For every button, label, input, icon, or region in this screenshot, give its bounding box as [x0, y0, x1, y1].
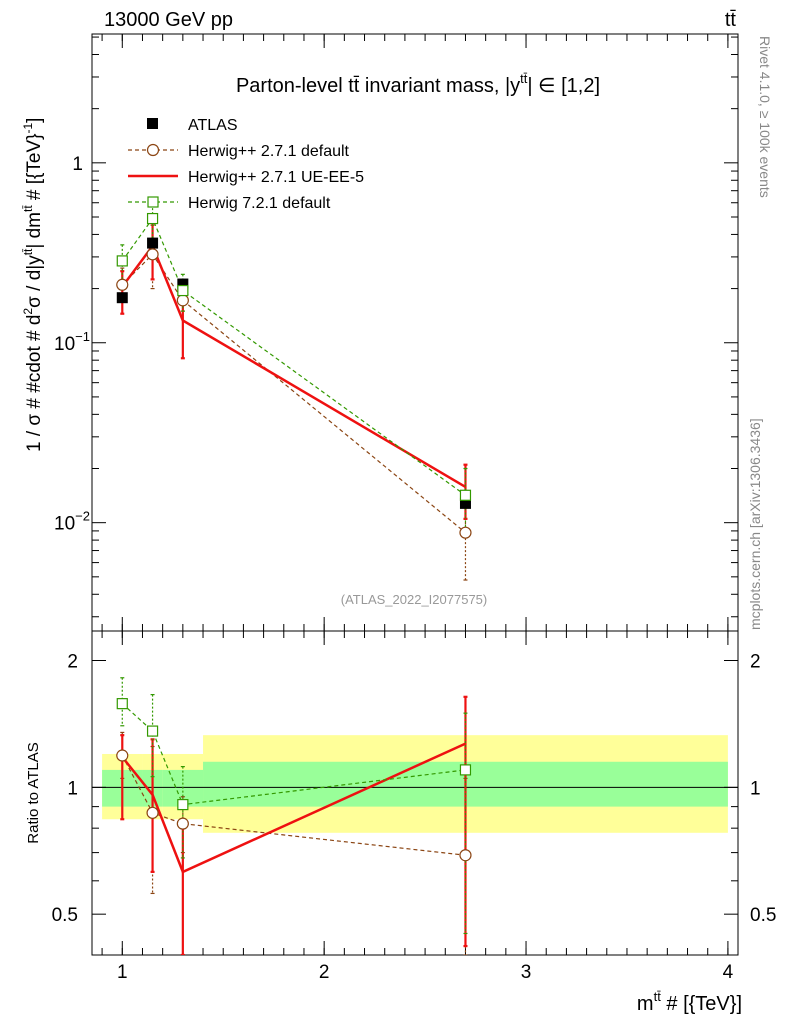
atlas-data-point-2 [177, 278, 189, 290]
legend-label-herwig7-default: Herwig 7.2.1 default [188, 195, 331, 212]
atlas-data-point-1 [147, 237, 159, 249]
source-label: mcplots.cern.ch [arXiv:1306.3436] [747, 418, 763, 630]
atlas-data-point-3 [459, 497, 471, 509]
series-0-main-marker-3 [459, 526, 472, 539]
legend-marker-atlas [147, 118, 158, 129]
series-0-ratio-marker-3 [459, 849, 472, 862]
ratio-y-tick-label-0: 2 [67, 652, 78, 673]
x-tick-label-0: 1 [117, 962, 128, 983]
analysis-id: (ATLAS_2022_I2077575) [341, 592, 487, 607]
main-y-axis-label: 1 / σ # #cdot # d2σ / d|ytt̄| dmtt̄ # [{… [21, 118, 45, 452]
series-0-ratio-marker-2 [176, 817, 189, 830]
x-tick-label-3: 4 [723, 962, 734, 983]
series-2-ratio-marker-1 [146, 725, 159, 737]
series-0-ratio-line [121, 755, 466, 856]
rivet-version-label: Rivet 4.1.0, ≥ 100k events [757, 36, 773, 198]
series-0-main-marker-1 [146, 248, 159, 261]
ratio-y-axis-label: Ratio to ATLAS [25, 742, 42, 843]
series-2-main-marker-2 [177, 284, 189, 297]
main-y-tick-label-0: 1 [72, 154, 83, 175]
legend-label-herwigpp-ueee5: Herwig++ 2.7.1 UE-EE-5 [188, 169, 364, 186]
ratio-y-tick-label-2: 0.5 [52, 905, 78, 926]
atlas-data-point-0 [116, 292, 128, 304]
main-series-group [116, 199, 472, 581]
series-2-ratio-marker-2 [177, 798, 189, 811]
main-y-tick-label-1: 10−1 [54, 329, 90, 355]
ratio-y-tick-label-right-0: 2 [750, 652, 761, 673]
series-2-ratio-marker-3 [459, 764, 472, 776]
x-tick-label-1: 2 [319, 962, 330, 983]
series-2-main-marker-1 [146, 212, 159, 225]
legend-marker-herwigpp-default [146, 143, 160, 157]
legend-label-herwigpp-default: Herwig++ 2.7.1 default [188, 143, 350, 160]
ratio-series-group [116, 677, 472, 955]
series-layer [116, 199, 472, 955]
series-0-main-line [121, 253, 466, 534]
series-0-ratio-marker-1 [146, 806, 159, 819]
chart-title: Parton-level tt̄ invariant mass, |ytt̄| … [236, 71, 600, 97]
ratio-plot-frame [91, 630, 739, 956]
legend-label-atlas: ATLAS [188, 117, 238, 134]
series-2-ratio-line [121, 703, 466, 806]
series-0-main-marker-2 [176, 294, 189, 307]
series-2-main-marker-0 [116, 255, 128, 267]
x-axis-label: mtt̄ # [{TeV}] [637, 989, 742, 1015]
legend: ATLAS Herwig++ 2.7.1 default Herwig++ 2.… [128, 117, 364, 212]
x-tick-label-2: 3 [521, 962, 532, 983]
ratio-y-tick-label-right-1: 1 [750, 778, 761, 799]
series-2-main-marker-3 [459, 489, 472, 501]
series-1-ratio-line [121, 742, 466, 874]
series-2-ratio-marker-0 [116, 698, 128, 710]
ratio-y-tick-label-1: 1 [67, 778, 78, 799]
series-1-main-line [121, 243, 467, 489]
energy-label: 13000 GeV pp [104, 9, 233, 31]
legend-marker-herwig7-default [147, 196, 159, 208]
process-label: tt̄ [725, 9, 737, 31]
atlas-uncertainty-bands [92, 735, 738, 833]
main-y-tick-label-2: 10−2 [54, 509, 90, 535]
series-2-main-line [121, 217, 466, 496]
series-0-ratio-marker-0 [116, 749, 129, 762]
ratio-y-tick-label-right-2: 0.5 [750, 905, 776, 926]
series-0-main-marker-0 [116, 278, 129, 291]
axes-ticks: 1 2 3 4 1 10−1 10−2 2 2 1 1 0.5 0.5 [52, 34, 776, 983]
